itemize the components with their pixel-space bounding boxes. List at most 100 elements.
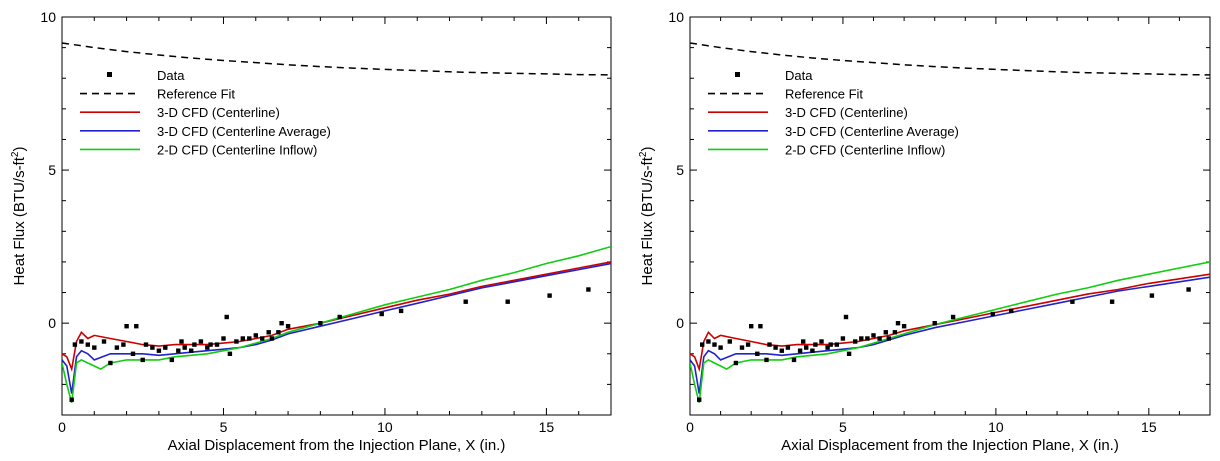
- y-axis-title-main: Heat Flux (BTU/s-ft: [11, 156, 28, 285]
- data-point: [398, 308, 404, 314]
- data-point: [285, 324, 291, 329]
- data-point: [779, 348, 784, 353]
- data-point: [227, 351, 233, 356]
- data-point: [224, 314, 229, 320]
- data-point: [189, 348, 194, 353]
- data-point: [932, 321, 937, 326]
- data-point: [169, 357, 174, 363]
- data-point: [130, 351, 136, 356]
- data-point: [846, 351, 852, 356]
- data-point: [810, 348, 815, 353]
- data-point: [150, 345, 155, 350]
- series-line-3-d-cfd-centerline: [62, 261, 611, 373]
- data-point: [337, 314, 342, 320]
- legend: Data Reference Fit 3-D CFD (Centerline) 3-D…: [708, 68, 959, 157]
- x-axis-title: Axial Displacement from the Injection Pl…: [781, 437, 1119, 454]
- data-point: [547, 293, 552, 298]
- data-point: [901, 324, 907, 329]
- data-point: [156, 348, 162, 353]
- data-point: [853, 339, 858, 344]
- data-point: [883, 330, 888, 335]
- data-point: [749, 324, 754, 329]
- data-point: [834, 342, 839, 347]
- data-point: [266, 330, 271, 335]
- data-point: [745, 342, 751, 347]
- data-point: [801, 339, 806, 344]
- data-point: [712, 342, 717, 347]
- y-tick-label: 5: [676, 162, 684, 178]
- legend-label: 2-D CFD (Centerline Inflow): [785, 142, 945, 157]
- data-point: [179, 339, 184, 344]
- chart-panel-2: 0 5 10 15 0 5 10 Axial Displacement from the In…: [638, 9, 1211, 454]
- data-point: [950, 314, 956, 320]
- x-tick-label: 15: [539, 419, 555, 435]
- data-point: [804, 345, 809, 350]
- data-point: [198, 339, 204, 344]
- data-point: [279, 321, 284, 326]
- x-tick-label: 15: [1141, 419, 1157, 435]
- y-tick-label: 10: [40, 9, 56, 25]
- y-tick-label: 10: [668, 9, 684, 25]
- data-point: [463, 299, 468, 304]
- data-point: [767, 342, 772, 347]
- data-point: [840, 336, 846, 341]
- data-point: [140, 357, 145, 363]
- x-tick-label: 10: [988, 419, 1004, 435]
- legend: Data Reference Fit 3-D CFD (Centerline) 3-D…: [80, 68, 331, 157]
- data-point: [586, 287, 591, 292]
- x-tick-label: 5: [839, 419, 847, 435]
- data-point: [234, 339, 239, 344]
- y-axis-title-superscript: 2: [10, 151, 21, 157]
- y-axis-title: Heat Flux (BTU/s-ft2): [638, 147, 656, 286]
- data-point: [871, 333, 876, 338]
- data-point: [1009, 308, 1014, 314]
- plot-frame: [61, 16, 612, 416]
- y-axis-title-close: ): [639, 147, 656, 152]
- legend-marker-data: [107, 72, 112, 77]
- data-point: [182, 345, 187, 350]
- data-point: [739, 345, 745, 350]
- data-point: [176, 348, 181, 353]
- data-point: [727, 339, 732, 344]
- legend-label: Data: [785, 68, 813, 83]
- data-point: [859, 336, 864, 341]
- plot-frame: [689, 16, 1211, 416]
- x-tick-label: 0: [58, 419, 66, 435]
- data-point: [240, 336, 245, 341]
- data-point: [253, 333, 258, 338]
- series-line-2-d-cfd-centerline-inflow: [690, 261, 1210, 403]
- series-line-reference-fit: [690, 42, 1210, 76]
- data-point: [828, 342, 833, 347]
- y-axis-title: Heat Flux (BTU/s-ft2): [10, 147, 28, 286]
- legend-label: 3-D CFD (Centerline): [157, 105, 280, 120]
- legend-label: 3-D CFD (Centerline Average): [157, 124, 331, 139]
- data-point: [758, 324, 763, 329]
- data-point: [785, 345, 791, 350]
- data-point: [124, 324, 129, 329]
- y-tick-label: 0: [48, 315, 56, 331]
- data-point: [269, 336, 275, 341]
- data-point: [260, 336, 265, 341]
- data-point: [247, 336, 252, 341]
- legend-label: Data: [157, 68, 185, 83]
- data-point: [69, 397, 74, 402]
- data-point: [214, 342, 220, 347]
- legend-label: Reference Fit: [157, 87, 235, 102]
- data-point: [134, 324, 139, 329]
- legend-label: 3-D CFD (Centerline): [785, 105, 908, 120]
- data-point: [85, 342, 90, 347]
- series-line-3-d-cfd-centerline-average: [62, 262, 611, 394]
- data-point: [101, 339, 107, 344]
- x-tick-label: 0: [686, 419, 694, 435]
- chart-panel-1: 0 5 10 15 0 5 10 Axial Displacement from the In…: [10, 9, 612, 454]
- series-line-3-d-cfd-centerline: [690, 273, 1210, 373]
- x-tick-label: 10: [377, 419, 393, 435]
- y-tick-label: 0: [676, 315, 684, 331]
- y-tick-label: 5: [48, 162, 56, 178]
- data-point: [706, 339, 711, 344]
- data-point: [92, 345, 97, 350]
- data-point: [1070, 299, 1075, 304]
- legend-label: Reference Fit: [785, 87, 863, 102]
